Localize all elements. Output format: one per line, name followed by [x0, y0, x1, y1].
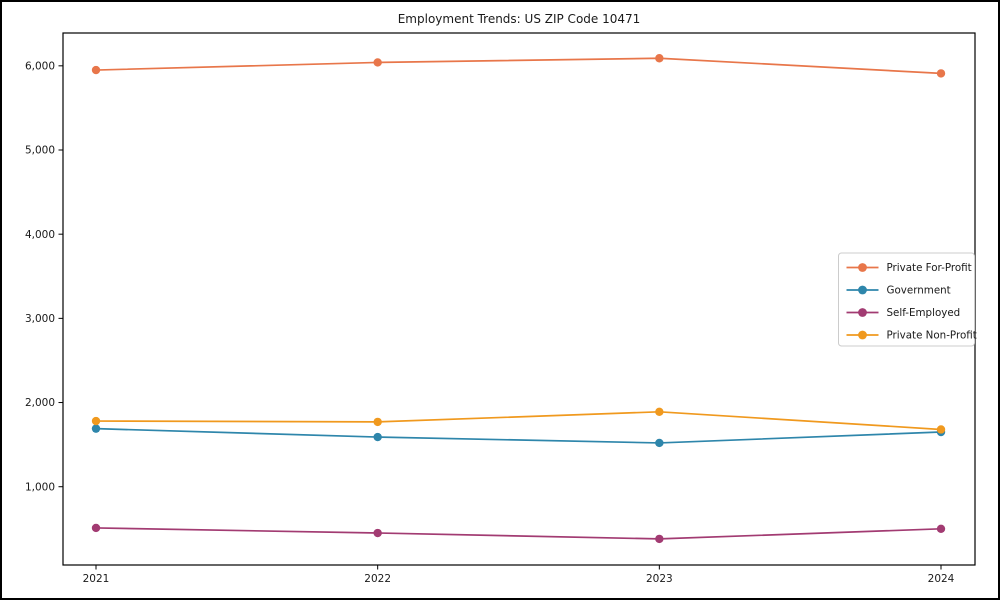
- x-tick-label: 2023: [646, 573, 673, 585]
- point-private-for-profit-2024: [936, 69, 946, 78]
- point-private-non-profit-2023: [655, 407, 664, 416]
- y-tick-label: 2,000: [25, 397, 55, 409]
- point-self-employed-2022: [373, 528, 382, 538]
- point-self-employed-2024: [936, 524, 946, 534]
- line-self-employed: [95, 527, 942, 540]
- chart-title: Employment Trends: US ZIP Code 10471: [398, 12, 641, 26]
- point-private-for-profit-2021: [91, 65, 101, 75]
- legend-label-private-for-profit: Private For-Profit: [887, 262, 972, 274]
- point-self-employed-2021: [91, 523, 101, 533]
- line-private-non-profit: [95, 410, 942, 431]
- point-self-employed-2023: [655, 534, 664, 544]
- point-government-2022: [373, 432, 382, 442]
- line-government: [95, 427, 942, 444]
- legend-marker-dot-private-for-profit: [858, 263, 867, 272]
- line-private-for-profit: [95, 57, 942, 75]
- legend-marker-dot-private-non-profit: [858, 330, 867, 340]
- point-private-non-profit-2022: [373, 417, 382, 427]
- point-government-2021: [91, 424, 101, 433]
- x-tick-label: 2024: [928, 573, 955, 585]
- legend-label-private-non-profit: Private Non-Profit: [887, 330, 977, 342]
- x-tick-label: 2022: [364, 573, 391, 585]
- legend-label-self-employed: Self-Employed: [887, 307, 961, 319]
- point-private-for-profit-2022: [373, 58, 382, 67]
- y-tick-label: 4,000: [25, 229, 55, 241]
- y-tick-label: 1,000: [25, 481, 55, 493]
- point-private-non-profit-2021: [91, 416, 101, 426]
- legend-box: [838, 252, 975, 347]
- legend-label-government: Government: [887, 285, 951, 297]
- point-private-non-profit-2024: [936, 425, 946, 434]
- point-government-2023: [655, 438, 664, 448]
- legend-marker-dot-government: [858, 285, 867, 295]
- point-private-for-profit-2023: [655, 54, 664, 63]
- y-tick-label: 5,000: [25, 145, 55, 157]
- y-tick-label: 3,000: [25, 313, 55, 325]
- y-tick-label: 6,000: [25, 60, 55, 72]
- legend-marker-dot-self-employed: [858, 308, 867, 317]
- x-tick-label: 2021: [83, 573, 110, 585]
